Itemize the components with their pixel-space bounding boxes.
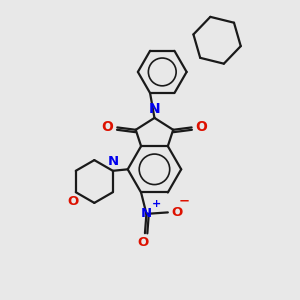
Text: O: O	[138, 236, 149, 249]
Text: O: O	[67, 195, 78, 208]
Text: −: −	[178, 194, 189, 207]
Text: O: O	[102, 120, 113, 134]
Text: N: N	[141, 207, 152, 220]
Text: N: N	[108, 155, 119, 168]
Text: O: O	[171, 206, 183, 219]
Text: O: O	[196, 120, 207, 134]
Text: N: N	[148, 101, 160, 116]
Text: +: +	[152, 199, 161, 208]
